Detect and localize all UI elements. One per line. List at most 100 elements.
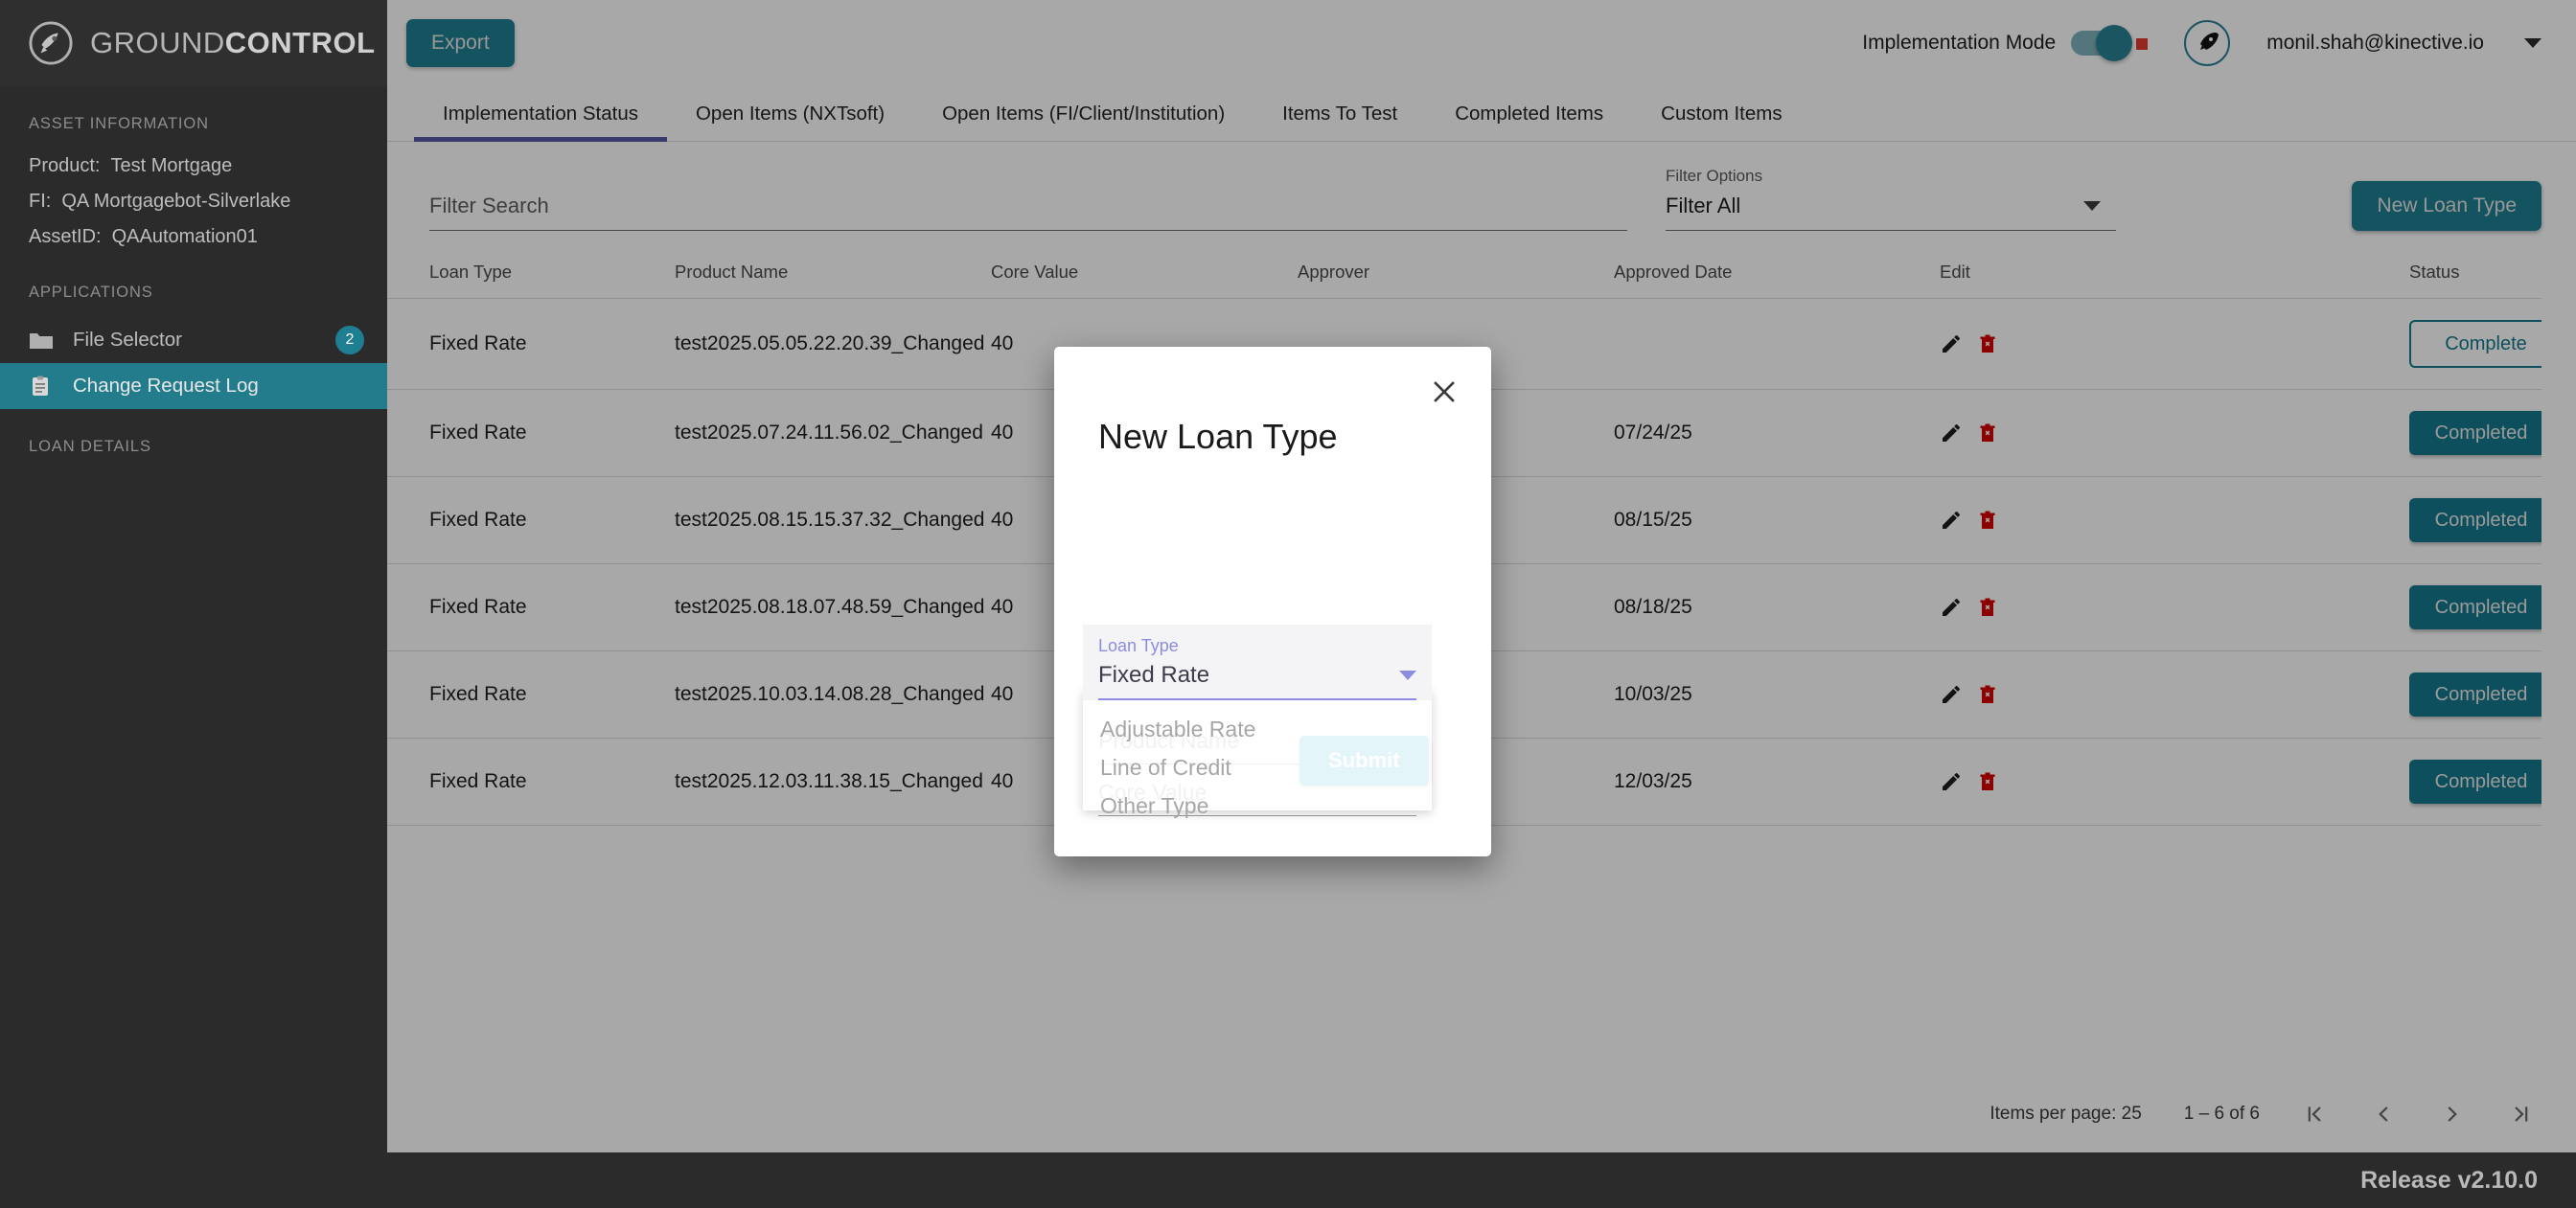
cell-status: Completed [2409,650,2542,739]
status-badge[interactable]: Completed [2409,411,2542,455]
new-loan-type-button[interactable]: New Loan Type [2352,181,2542,231]
edit-actions [1940,422,2409,444]
brand-bold: CONTROL [224,26,376,59]
edit-actions [1940,683,2409,706]
delete-icon[interactable] [1976,683,1999,706]
implementation-mode-label: Implementation Mode [1862,32,2057,54]
option-adjustable-rate[interactable]: Adjustable Rate [1100,716,1256,741]
filter-options-value: Filter All [1666,194,1741,217]
status-badge[interactable]: Completed [2409,498,2542,542]
edit-actions [1940,770,2409,793]
toggle-indicator [2136,38,2149,50]
column-header-approved-date: Approved Date [1614,248,1940,299]
toggle-knob [2096,25,2133,61]
asset-info-product: Product: Test Mortgage [0,148,387,184]
last-page-icon[interactable] [2509,1102,2534,1127]
tab-custom-items[interactable]: Custom Items [1661,103,1782,125]
filter-options-select[interactable]: Filter All [1666,194,2116,231]
implementation-mode-toggle[interactable] [2071,25,2149,61]
items-per-page-label[interactable]: Items per page: 25 [1990,1104,2142,1124]
brand-title: GROUNDCONTROL [90,26,376,60]
tab-completed-items[interactable]: Completed Items [1455,103,1604,125]
status-badge[interactable]: Completed [2409,585,2542,629]
user-email: monil.shah@kinective.io [2266,32,2484,54]
option-other-type[interactable]: Other Type [1100,792,1209,818]
cell-approved-date: 10/03/25 [1614,650,1940,739]
cell-product-name: test2025.07.24.11.56.02_Changed [675,389,991,477]
sidebar-item-change-request-log-label: Change Request Log [73,375,259,397]
cell-approved-date [1614,298,1940,390]
edit-actions [1940,596,2409,619]
search-input[interactable] [429,194,1627,218]
file-selector-badge: 2 [335,326,364,354]
cell-edit [1940,563,2409,651]
rocket-logo-icon [29,21,73,65]
delete-icon[interactable] [1976,509,1999,532]
new-loan-type-dialog: New Loan Type Product Name Core Value Lo… [1054,347,1491,856]
cell-product-name: test2025.05.05.22.20.39_Changed [675,298,991,390]
delete-icon[interactable] [1976,770,1999,793]
sidebar-item-file-selector[interactable]: File Selector 2 [0,317,387,363]
column-header-approver: Approver [1298,248,1614,299]
column-header-core-value: Core Value [991,248,1298,299]
loan-type-select[interactable]: Loan Type Fixed Rate [1083,625,1432,700]
column-header-product-name: Product Name [675,248,991,299]
tab-items-to-test[interactable]: Items To Test [1282,103,1398,125]
tab-implementation-status[interactable]: Implementation Status [414,103,667,142]
paginator: Items per page: 25 1 – 6 of 6 [387,1076,2576,1152]
implementation-mode-control[interactable]: Implementation Mode [1862,25,2149,61]
status-badge[interactable]: Completed [2409,672,2542,717]
tab-open-items-fi-client-institution[interactable]: Open Items (FI/Client/Institution) [942,103,1226,125]
loan-type-selected-value: Fixed Rate [1098,662,1210,688]
brand-header: GROUNDCONTROL [0,0,387,86]
loan-type-options-panel: Adjustable Rate Line of Credit Other Typ… [1083,689,1432,818]
rocket-avatar-icon [2200,33,2220,50]
cell-loan-type: Fixed Rate [387,476,675,564]
cell-loan-type: Fixed Rate [387,298,675,390]
cell-loan-type: Fixed Rate [387,563,675,651]
status-badge[interactable]: Complete [2409,320,2542,368]
asset-info-fi: FI: QA Mortgagebot-Silverlake [0,184,387,219]
cell-product-name: test2025.08.15.15.37.32_Changed [675,476,991,564]
close-icon[interactable] [1428,376,1460,408]
pencil-icon[interactable] [1940,683,1963,706]
sidebar: GROUNDCONTROL ASSET INFORMATION Product:… [0,0,387,1152]
column-header-loan-type: Loan Type [387,248,675,299]
folder-icon [29,330,54,351]
tab-open-items-nxtsoft[interactable]: Open Items (NXTsoft) [695,103,886,125]
delete-icon[interactable] [1976,596,1999,619]
cell-status: Completed [2409,563,2542,651]
pencil-icon[interactable] [1940,770,1963,793]
sidebar-item-change-request-log[interactable]: Change Request Log [0,363,387,409]
option-line-of-credit[interactable]: Line of Credit [1100,754,1231,780]
brand-light: GROUND [90,26,225,59]
avatar[interactable] [2184,20,2231,66]
loan-details-label: LOAN DETAILS [29,438,151,455]
pencil-icon[interactable] [1940,422,1963,444]
cell-status: Completed [2409,389,2542,477]
delete-icon[interactable] [1976,332,1999,355]
paginator-range-label: 1 – 6 of 6 [2183,1104,2260,1124]
next-page-icon[interactable] [2440,1102,2465,1127]
pencil-icon[interactable] [1940,332,1963,355]
chevron-down-icon[interactable] [2524,38,2542,48]
asset-info-product-value: Test Mortgage [110,155,233,176]
cell-edit [1940,650,2409,739]
delete-icon[interactable] [1976,422,1999,444]
pencil-icon[interactable] [1940,509,1963,532]
status-badge[interactable]: Completed [2409,760,2542,804]
cell-status: Complete [2409,298,2542,390]
edit-actions [1940,332,2409,355]
cell-approved-date: 07/24/25 [1614,389,1940,477]
loan-type-select-row[interactable]: Fixed Rate [1098,662,1416,700]
previous-page-icon[interactable] [2371,1102,2396,1127]
asset-info-fi-value: QA Mortgagebot-Silverlake [61,191,291,212]
column-header-status: Status [2409,248,2542,299]
cell-loan-type: Fixed Rate [387,738,675,826]
asset-info-product-key: Product: [29,155,101,176]
chevron-down-icon [1399,671,1416,680]
pencil-icon[interactable] [1940,596,1963,619]
first-page-icon[interactable] [2302,1102,2327,1127]
export-button[interactable]: Export [406,19,515,67]
